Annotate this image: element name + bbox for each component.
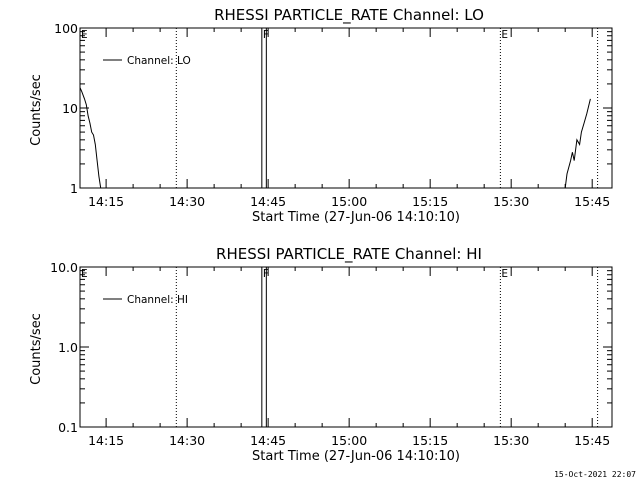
chart-title: RHESSI PARTICLE_RATE Channel: LO: [214, 6, 484, 25]
x-tick-label: 14:15: [88, 433, 124, 448]
x-axis-label: Start Time (27-Jun-06 14:10:10): [252, 449, 460, 464]
y-tick-label: 1.0: [58, 340, 78, 355]
legend-label: Channel: HI: [127, 294, 188, 306]
plot-timestamp: 15-Oct-2021 22:07: [554, 470, 636, 479]
x-tick-label: 15:45: [574, 433, 610, 448]
legend-label: Channel: LO: [127, 55, 191, 67]
y-axis-label: Counts/sec: [29, 74, 44, 146]
x-tick-label: 14:30: [169, 194, 205, 209]
x-tick-label: 15:00: [331, 194, 367, 209]
event-marker-label: E: [81, 29, 88, 41]
plot-frame: [79, 266, 613, 428]
y-tick-label: 0.1: [58, 420, 78, 435]
x-tick-label: 15:30: [493, 194, 529, 209]
y-tick-label: 10.0: [50, 260, 78, 275]
x-tick-label: 14:15: [88, 194, 124, 209]
x-tick-label: 15:15: [412, 194, 448, 209]
chart-title: RHESSI PARTICLE_RATE Channel: HI: [216, 245, 482, 264]
x-tick-label: 14:45: [250, 194, 286, 209]
series-line: [564, 98, 591, 189]
y-tick-label: 10: [62, 101, 78, 116]
x-tick-label: 15:15: [412, 433, 448, 448]
plot-frame: [79, 27, 613, 189]
x-tick-label: 14:30: [169, 433, 205, 448]
x-tick-label: 15:00: [331, 433, 367, 448]
y-tick-label: 1: [70, 181, 78, 196]
series-line: [79, 87, 102, 189]
event-marker-label: E: [81, 268, 88, 280]
x-tick-label: 14:45: [250, 433, 286, 448]
chart-panel-1: RHESSI PARTICLE_RATE Channel: LO 14:15 14:…: [29, 6, 613, 225]
x-tick-label: 15:45: [574, 194, 610, 209]
event-marker-label: E: [501, 29, 508, 41]
event-marker-label: E: [501, 268, 508, 280]
x-axis-label: Start Time (27-Jun-06 14:10:10): [252, 210, 460, 225]
chart-panel-2: RHESSI PARTICLE_RATE Channel: HI 14:15 14:…: [29, 245, 613, 464]
x-tick-label: 15:30: [493, 433, 529, 448]
y-axis-label: Counts/sec: [29, 313, 44, 385]
y-tick-label: 100: [54, 21, 78, 36]
